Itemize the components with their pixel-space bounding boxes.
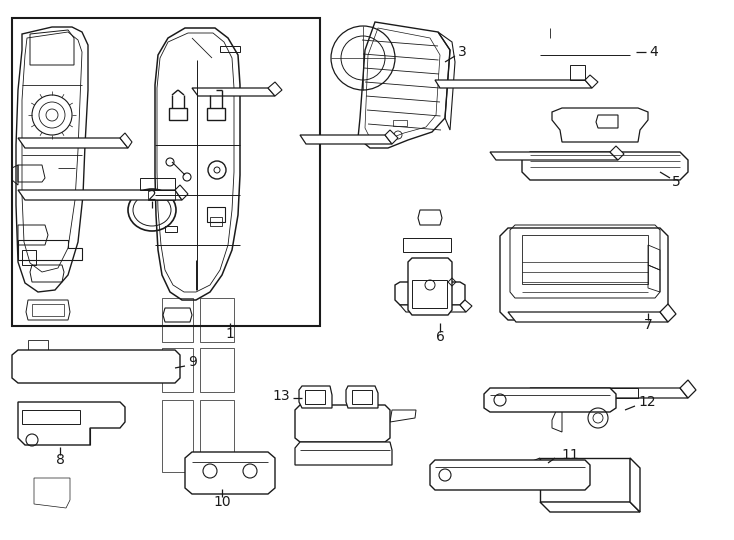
Polygon shape <box>418 210 442 225</box>
Polygon shape <box>120 133 132 148</box>
Text: 13: 13 <box>272 389 290 403</box>
Bar <box>165 226 177 232</box>
Polygon shape <box>680 380 696 398</box>
Bar <box>22 410 80 424</box>
Polygon shape <box>430 460 590 490</box>
Text: 2: 2 <box>148 189 156 203</box>
Text: 9: 9 <box>188 355 197 369</box>
Polygon shape <box>346 386 378 408</box>
Bar <box>352 390 372 404</box>
Polygon shape <box>552 108 648 142</box>
Text: 6: 6 <box>435 330 445 344</box>
Polygon shape <box>395 282 465 305</box>
Polygon shape <box>18 138 128 148</box>
Polygon shape <box>299 386 332 408</box>
Polygon shape <box>268 82 282 96</box>
Polygon shape <box>500 228 668 320</box>
Polygon shape <box>508 312 668 322</box>
Polygon shape <box>18 402 125 445</box>
Polygon shape <box>596 115 618 128</box>
Polygon shape <box>540 458 630 502</box>
Text: 5: 5 <box>672 175 680 189</box>
Polygon shape <box>192 88 275 96</box>
Polygon shape <box>610 146 624 160</box>
Polygon shape <box>522 152 688 180</box>
Text: 10: 10 <box>213 495 230 509</box>
Polygon shape <box>540 502 640 512</box>
Bar <box>412 280 447 308</box>
Polygon shape <box>460 300 472 312</box>
Bar <box>403 238 451 252</box>
Bar <box>169 108 187 120</box>
Polygon shape <box>175 185 188 200</box>
Text: 1: 1 <box>225 327 234 341</box>
Polygon shape <box>530 458 540 485</box>
Polygon shape <box>400 305 466 312</box>
Bar <box>12 18 320 326</box>
Polygon shape <box>484 388 616 412</box>
Polygon shape <box>295 405 390 442</box>
Text: 7: 7 <box>644 318 653 332</box>
Polygon shape <box>295 442 392 465</box>
Polygon shape <box>585 75 598 88</box>
Polygon shape <box>385 130 398 144</box>
Bar <box>207 207 225 222</box>
Polygon shape <box>630 458 640 512</box>
Polygon shape <box>660 304 676 322</box>
Text: 12: 12 <box>638 395 655 409</box>
Text: 11: 11 <box>561 448 579 462</box>
Polygon shape <box>12 350 180 383</box>
Polygon shape <box>530 388 688 398</box>
Bar <box>305 390 325 404</box>
Text: 3: 3 <box>457 45 466 59</box>
Polygon shape <box>18 190 182 200</box>
Text: 8: 8 <box>56 453 65 467</box>
Text: 4: 4 <box>649 45 658 59</box>
Polygon shape <box>408 258 452 315</box>
Polygon shape <box>490 152 618 160</box>
Bar <box>393 120 407 126</box>
Bar <box>207 108 225 120</box>
Polygon shape <box>185 452 275 494</box>
Polygon shape <box>300 135 392 144</box>
Bar <box>210 217 222 226</box>
Polygon shape <box>435 80 592 88</box>
